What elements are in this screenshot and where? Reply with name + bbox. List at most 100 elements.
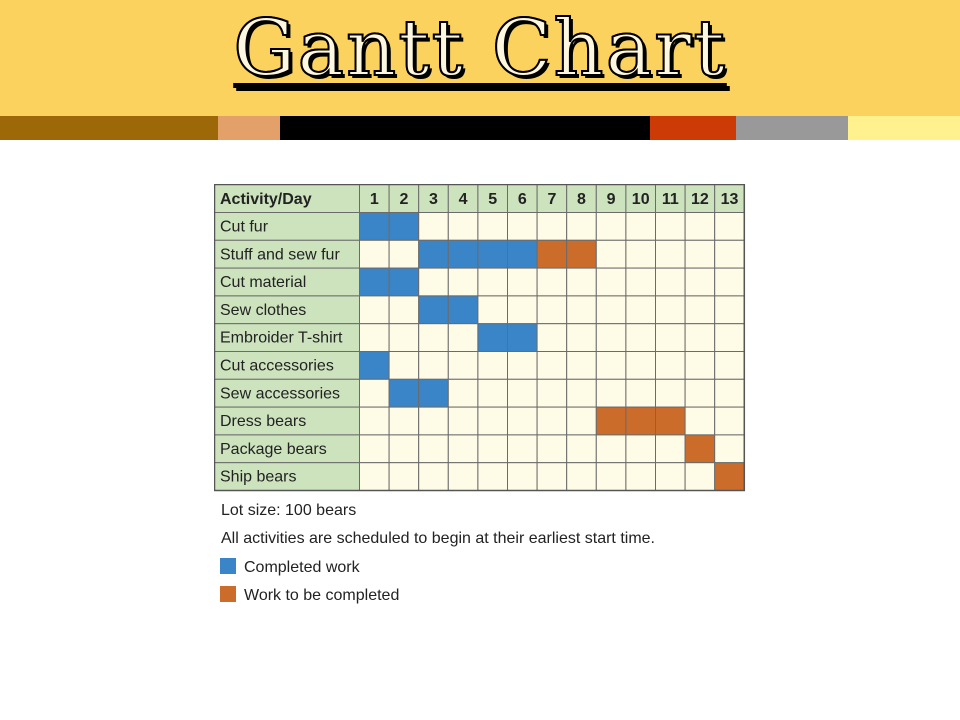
schedule-cell: [714, 212, 745, 241]
schedule-cell: [536, 378, 568, 408]
activity-label: Ship bears: [220, 469, 297, 486]
schedule-cell: [359, 239, 390, 269]
schedule-cell: [625, 351, 656, 380]
schedule-cell: [418, 212, 449, 241]
schedule-cell: [684, 462, 716, 492]
activity-label: Cut fur: [220, 219, 269, 236]
bar-completed: [477, 323, 508, 352]
bar-to-complete: [625, 406, 656, 436]
strip-segment: [280, 116, 650, 140]
legend-swatch-completed: [220, 558, 236, 574]
note-schedule: All activities are scheduled to begin at…: [221, 530, 655, 547]
schedule-cell: [655, 434, 686, 464]
schedule-cell: [418, 462, 449, 492]
schedule-cell: [388, 239, 420, 269]
legend-completed: Completed work: [220, 558, 360, 577]
schedule-cell: [507, 212, 538, 241]
schedule-cell: [595, 462, 627, 492]
schedule-cell: [595, 295, 627, 325]
chart-border: [214, 184, 746, 492]
note-lot-size: Lot size: 100 bears: [221, 502, 357, 519]
schedule-cell: [388, 406, 420, 436]
schedule-cell: [477, 378, 508, 408]
activity-label: Sew accessories: [220, 385, 340, 402]
day-header: 10: [632, 191, 650, 208]
bar-completed: [477, 239, 508, 269]
schedule-cell: [418, 267, 449, 297]
schedule-cell: [536, 267, 568, 297]
activity-label-cell: [214, 239, 360, 269]
schedule-cell: [447, 378, 479, 408]
bar-to-complete: [595, 406, 627, 436]
schedule-cell: [714, 267, 745, 297]
schedule-cell: [684, 295, 716, 325]
day-header: 1: [370, 191, 379, 208]
schedule-cell: [507, 351, 538, 380]
schedule-cell: [684, 239, 716, 269]
activity-label: Stuff and sew fur: [220, 246, 340, 263]
schedule-cell: [359, 406, 390, 436]
bar-completed: [418, 239, 449, 269]
bar-completed: [359, 351, 390, 380]
strip-segment: [0, 116, 218, 140]
activity-label: Cut material: [220, 274, 306, 291]
bar-completed: [388, 212, 420, 241]
schedule-cell: [684, 267, 716, 297]
schedule-cell: [418, 406, 449, 436]
schedule-cell: [625, 239, 656, 269]
schedule-cell: [388, 462, 420, 492]
activity-label: Sew clothes: [220, 302, 306, 319]
day-header: 4: [459, 191, 468, 208]
schedule-cell: [536, 323, 568, 352]
schedule-cell: [655, 239, 686, 269]
activity-label: Cut accessories: [220, 358, 334, 375]
schedule-cell: [447, 212, 479, 241]
schedule-cell: [507, 295, 538, 325]
day-header: 7: [547, 191, 556, 208]
day-header-cell: [714, 184, 745, 213]
schedule-cell: [595, 267, 627, 297]
schedule-cell: [447, 351, 479, 380]
schedule-cell: [655, 267, 686, 297]
schedule-cell: [388, 323, 420, 352]
schedule-cell: [477, 434, 508, 464]
schedule-cell: [477, 295, 508, 325]
bar-to-complete: [566, 239, 597, 269]
schedule-cell: [447, 406, 479, 436]
bar-completed: [507, 239, 538, 269]
schedule-cell: [655, 462, 686, 492]
schedule-cell: [536, 434, 568, 464]
bar-completed: [418, 295, 449, 325]
day-header: 6: [518, 191, 527, 208]
schedule-cell: [507, 434, 538, 464]
activity-label: Embroider T-shirt: [220, 330, 343, 347]
schedule-cell: [359, 462, 390, 492]
schedule-cell: [625, 295, 656, 325]
schedule-cell: [566, 378, 597, 408]
schedule-cell: [566, 267, 597, 297]
title-band: [0, 0, 960, 116]
day-header: 8: [577, 191, 586, 208]
schedule-cell: [566, 434, 597, 464]
bar-completed: [447, 239, 479, 269]
schedule-cell: [684, 351, 716, 380]
schedule-cell: [388, 434, 420, 464]
schedule-cell: [684, 406, 716, 436]
activity-label-cell: [214, 406, 360, 436]
schedule-cell: [595, 212, 627, 241]
day-header: 12: [691, 191, 709, 208]
schedule-cell: [714, 323, 745, 352]
day-header: 11: [662, 191, 679, 208]
day-header: 9: [607, 191, 616, 208]
bar-completed: [418, 378, 449, 408]
bar-completed: [388, 267, 420, 297]
schedule-cell: [684, 212, 716, 241]
activity-label: Dress bears: [220, 413, 306, 430]
legend-to-complete: Work to be completed: [220, 586, 399, 605]
legend-label-completed: Completed work: [244, 559, 360, 576]
schedule-cell: [359, 378, 390, 408]
schedule-cell: [625, 462, 656, 492]
schedule-cell: [714, 351, 745, 380]
schedule-cell: [595, 434, 627, 464]
schedule-cell: [507, 462, 538, 492]
